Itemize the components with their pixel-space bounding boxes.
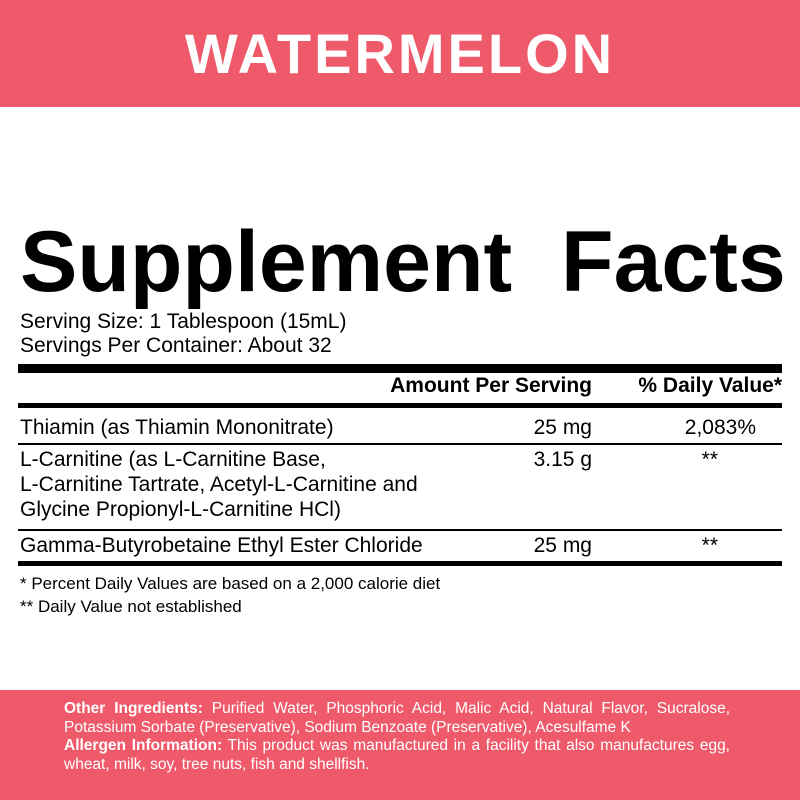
rule <box>18 403 782 408</box>
amount: 25 mg <box>533 416 592 439</box>
footnote: ** Daily Value not established <box>20 597 242 616</box>
serving-size: Serving Size: 1 Tablespoon (15mL) <box>20 310 347 333</box>
column-header: Amount Per Serving <box>390 374 592 397</box>
rule <box>18 364 782 373</box>
amount: 25 mg <box>533 534 592 557</box>
footnote: * Percent Daily Values are based on a 2,… <box>20 574 441 593</box>
servings-per-container: Servings Per Container: About 32 <box>20 334 332 357</box>
header-band <box>0 0 800 107</box>
allergen: This product was manufactured in a facil… <box>64 737 730 773</box>
footer-text: Other Ingredients: Purified Water, Phosp… <box>64 700 730 774</box>
label: Other Ingredients: <box>64 700 203 717</box>
rule <box>18 443 782 445</box>
label: Allergen Information: <box>64 737 223 754</box>
rule <box>18 561 782 566</box>
rule <box>18 529 782 531</box>
footer-band <box>0 690 800 800</box>
nutrient-name: Gamma-Butyrobetaine Ethyl Ester Chloride <box>20 534 423 557</box>
daily-value: 2,083% <box>684 416 756 439</box>
facts-title: Supplement Facts <box>20 214 786 310</box>
flavor-title: WATERMELON <box>184 22 616 85</box>
column-header: % Daily Value* <box>638 374 782 397</box>
nutrient-name: Thiamin (as Thiamin Mononitrate) <box>20 416 334 439</box>
nutrient-name: Glycine Propionyl-L-Carnitine HCl) <box>20 498 341 521</box>
nutrient-name: L-Carnitine Tartrate, Acetyl-L-Carnitine… <box>20 473 418 496</box>
daily-value: ** <box>701 448 718 471</box>
ingredients: Purified Water, Phosphoric Acid, Malic A… <box>64 700 730 736</box>
amount: 3.15 g <box>533 448 592 471</box>
nutrient-name: L-Carnitine (as L-Carnitine Base, <box>20 448 326 471</box>
daily-value: ** <box>701 534 718 557</box>
